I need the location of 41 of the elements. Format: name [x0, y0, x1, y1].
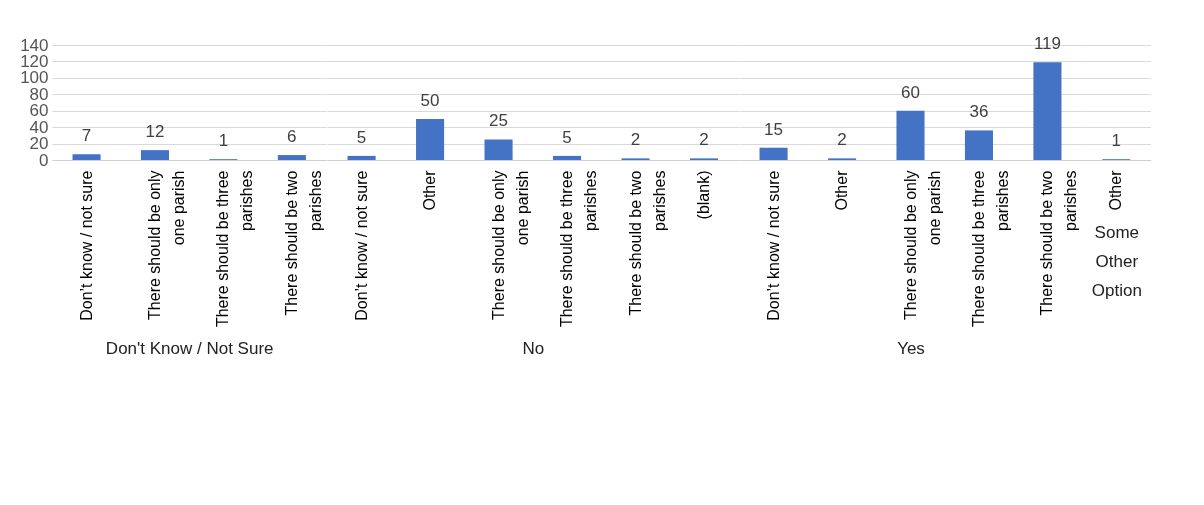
x-axis-title: Don't Know / Not Sure	[105, 339, 274, 359]
bar	[964, 130, 993, 160]
data-label: 6	[287, 127, 297, 147]
x-tick-label: There should be only one parish	[145, 170, 187, 320]
x-tick-label: Other	[421, 169, 439, 211]
x-tick-label: Don’t know / not sure	[77, 170, 95, 321]
bar	[484, 139, 513, 160]
data-label: 1	[1111, 131, 1122, 151]
x-tick-label: There should be only one parish	[489, 170, 531, 320]
data-label: 5	[356, 127, 367, 147]
data-label: 12	[145, 122, 165, 142]
bar	[72, 154, 101, 160]
x-tick-label: Other	[1107, 169, 1125, 211]
data-label: 15	[764, 119, 784, 139]
x-tick-label: There should be only one parish	[901, 170, 943, 320]
bar	[896, 110, 925, 160]
data-label: 119	[1033, 34, 1061, 54]
data-label: 7	[81, 126, 92, 146]
data-label: 2	[837, 130, 847, 150]
data-label: 36	[969, 102, 989, 122]
data-label: 5	[562, 127, 572, 147]
x-axis-title: Yes	[897, 339, 925, 359]
bar	[553, 155, 582, 160]
data-label: 60	[901, 82, 920, 102]
data-label: 2	[630, 130, 641, 150]
x-tick-label: Other	[833, 169, 851, 211]
x-tick-label: (blank)	[695, 170, 713, 220]
bar	[759, 147, 788, 160]
x-axis-title: Some Other Option	[1091, 222, 1142, 300]
x-axis-title: No	[522, 339, 545, 359]
x-tick-label: Don’t know / not sure	[764, 170, 782, 321]
bar	[347, 155, 376, 160]
x-tick-label: Don’t know / not sure	[352, 170, 370, 321]
data-label: 25	[489, 111, 509, 131]
bar	[277, 155, 306, 160]
data-label: 1	[218, 131, 229, 151]
bar	[416, 118, 445, 160]
data-label: 50	[420, 90, 440, 110]
bar	[1033, 62, 1062, 160]
bar	[140, 150, 170, 160]
data-label: 2	[699, 130, 709, 150]
